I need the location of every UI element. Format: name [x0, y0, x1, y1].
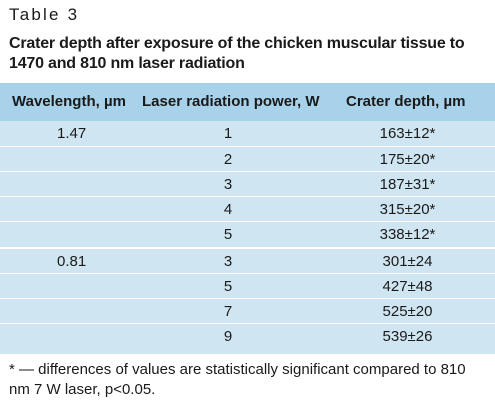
cell-crater-depth: 427±48 — [382, 278, 433, 295]
cell-crater-depth: 338±12* — [379, 226, 436, 243]
table-caption: Crater depth after exposure of the chick… — [9, 35, 465, 72]
table-row: 5 338±12* — [0, 221, 495, 247]
table-row: 9 539±26 — [0, 323, 495, 349]
table-row: 3 187±31* — [0, 171, 495, 197]
table-footnote: * — differences of values are statistica… — [9, 361, 466, 398]
table-label: Table 3 — [9, 5, 80, 24]
table-row: 7 525±20 — [0, 298, 495, 324]
cell-power: 1 — [223, 125, 233, 142]
cell-crater-depth: 525±20 — [382, 303, 433, 320]
cell-power: 2 — [223, 151, 233, 168]
cell-power: 5 — [223, 226, 233, 243]
cell-power: 9 — [223, 328, 233, 345]
table-header-row: Wavelength, µm Laser radiation power, W … — [0, 83, 495, 121]
cell-crater-depth: 315±20* — [379, 201, 436, 218]
cell-power: 7 — [223, 303, 233, 320]
cell-power: 4 — [223, 201, 233, 218]
cell-wavelength: 0.81 — [57, 253, 87, 270]
data-table: Wavelength, µm Laser radiation power, W … — [0, 83, 495, 354]
cell-power: 3 — [223, 176, 233, 193]
cell-power: 5 — [223, 278, 233, 295]
table-row: 2 175±20* — [0, 146, 495, 172]
table-row: 4 315±20* — [0, 196, 495, 222]
cell-crater-depth: 539±26 — [382, 328, 433, 345]
table-row: 0.81 3 301±24 — [0, 247, 495, 274]
cell-crater-depth: 175±20* — [379, 151, 436, 168]
cell-crater-depth: 301±24 — [382, 253, 433, 270]
table-row: 5 427±48 — [0, 273, 495, 299]
cell-crater-depth: 163±12* — [379, 125, 436, 142]
header-crater-depth: Crater depth, µm — [346, 93, 466, 110]
cell-crater-depth: 187±31* — [379, 176, 436, 193]
cell-wavelength: 1.47 — [57, 125, 87, 142]
header-power: Laser radiation power, W — [142, 93, 320, 110]
cell-power: 3 — [223, 253, 233, 270]
table-row: 1.47 1 163±12* — [0, 121, 495, 146]
header-wavelength: Wavelength, µm — [12, 93, 126, 110]
